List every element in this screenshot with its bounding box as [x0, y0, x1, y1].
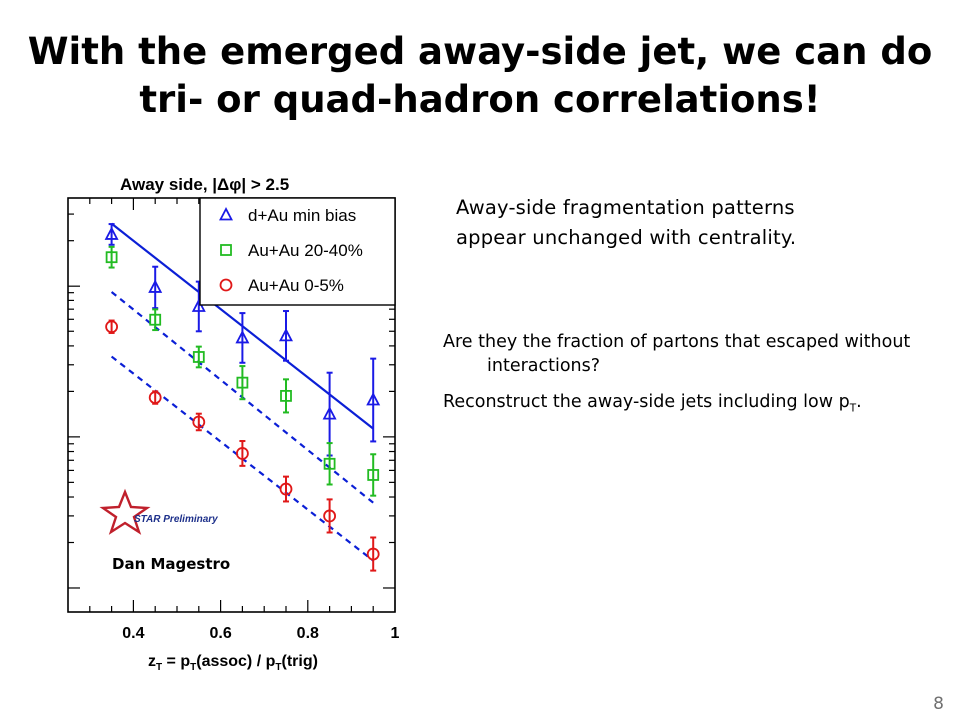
star-preliminary-logo: STAR Preliminary — [99, 488, 218, 535]
x-tick-label: 0.4 — [122, 625, 144, 642]
observation-line-1: Away-side fragmentation patterns — [456, 196, 795, 219]
x-tick-label: 0.6 — [209, 625, 231, 642]
data-point — [322, 406, 337, 420]
author-credit: Dan Magestro — [112, 555, 230, 573]
data-point — [105, 251, 118, 264]
data-point — [235, 329, 250, 344]
slide-title-line-2: tri- or quad-hadron correlations! — [139, 78, 821, 121]
data-point — [323, 509, 337, 523]
star-logo-icon — [99, 488, 151, 535]
data-point — [105, 320, 118, 334]
x-tick-label: 0.8 — [297, 625, 319, 642]
bullet-list: Are they the fraction of partons that es… — [443, 330, 943, 433]
legend-marker — [219, 207, 233, 221]
legend-box — [199, 197, 396, 306]
bullet-item-escape: Are they the fraction of partons that es… — [443, 332, 911, 376]
data-point — [191, 298, 206, 312]
data-point — [149, 313, 162, 326]
legend-label: Au+Au 20-40% — [248, 241, 363, 260]
error-bars — [108, 223, 377, 572]
data-point — [192, 415, 206, 429]
data-point — [235, 447, 249, 460]
data-point — [323, 457, 336, 470]
bullet-item-reconstruct: Reconstruct the away-side jets including… — [443, 392, 862, 415]
chart-legend: d+Au min bias Au+Au 20-40% Au+Au 0-5% — [199, 197, 396, 306]
data-point — [236, 376, 249, 389]
data-point — [367, 469, 380, 481]
x-tick-label: 1 — [391, 625, 400, 642]
data-markers — [104, 226, 381, 561]
data-point — [279, 482, 293, 496]
data-point — [366, 392, 381, 406]
x-axis-label: zT​ = pT​(assoc) / pT​(trig) — [148, 653, 318, 673]
data-point — [148, 391, 162, 404]
chart-title: Away side, |Δφ| > 2.5 — [120, 175, 289, 194]
legend-marker — [219, 278, 233, 292]
slide-title: With the emerged away-side jet, we can d… — [20, 28, 940, 124]
data-point — [192, 351, 205, 363]
legend-label: d+Au min bias — [248, 206, 356, 225]
legend-marker — [220, 244, 232, 256]
page-number: 8 — [933, 694, 944, 714]
legend-label: Au+Au 0-5% — [248, 276, 344, 295]
star-preliminary-label: STAR Preliminary — [134, 514, 218, 525]
observation-line-2: appear unchanged with centrality. — [456, 226, 797, 249]
data-point — [366, 547, 380, 561]
data-point — [280, 389, 292, 402]
x-tick-labels: 0.4 0.6 0.8 1 — [122, 625, 399, 642]
observation-note: Away-side fragmentation patterns appear … — [456, 193, 936, 253]
data-point — [104, 226, 119, 240]
data-point — [148, 279, 163, 293]
data-point — [279, 327, 293, 342]
slide-title-line-1: With the emerged away-side jet, we can d… — [27, 30, 933, 73]
